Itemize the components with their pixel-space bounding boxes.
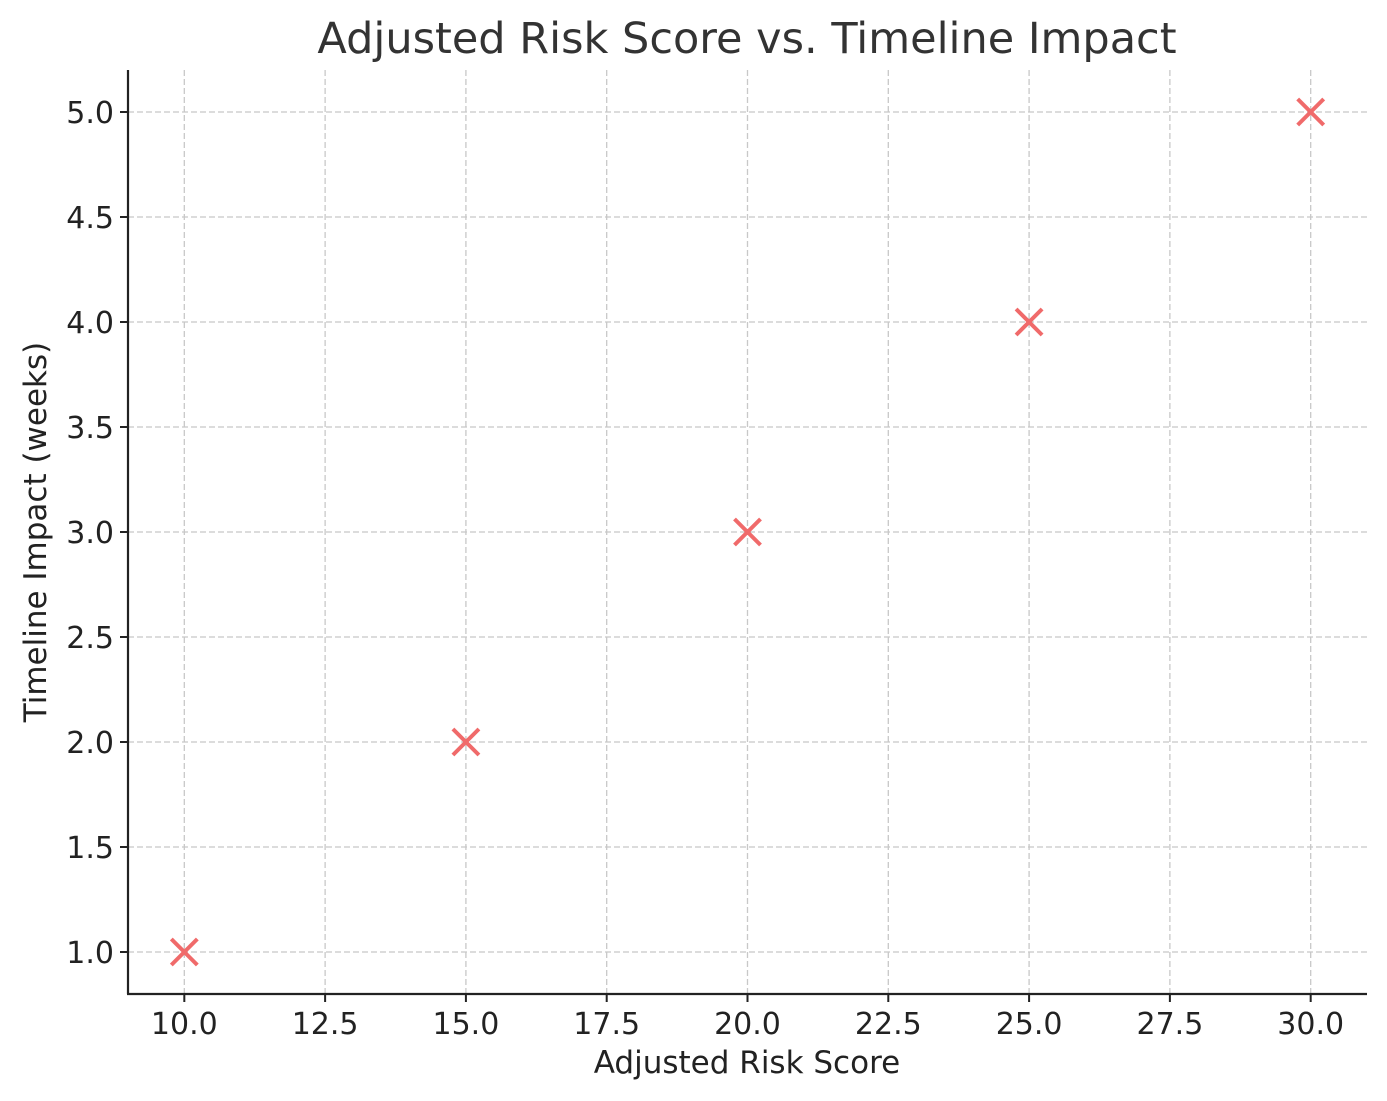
x-tick-label: 12.5	[292, 1007, 359, 1042]
x-tick-label: 22.5	[855, 1007, 922, 1042]
y-tick-label: 3.0	[66, 516, 114, 551]
y-tick-label: 1.5	[66, 831, 114, 866]
data-points	[169, 97, 1326, 967]
data-point	[1014, 307, 1044, 337]
x-axis-label: Adjusted Risk Score	[594, 1045, 900, 1081]
y-tick-label: 1.0	[66, 936, 114, 971]
y-ticks: 1.0 1.5 2.0 2.5 3.0 3.5 4.0 4.5 5.0	[66, 96, 128, 971]
data-point	[1296, 97, 1326, 127]
x-ticks: 10.0 12.5 15.0 17.5 20.0 22.5 25.0 27.5 30.0	[151, 994, 1344, 1042]
data-point	[733, 517, 762, 547]
data-point	[169, 937, 199, 967]
data-point	[451, 727, 481, 757]
x-tick-label: 10.0	[151, 1007, 218, 1042]
y-tick-label: 2.5	[66, 621, 114, 656]
x-tick-label: 17.5	[573, 1007, 640, 1042]
y-tick-label: 2.0	[66, 726, 114, 761]
y-tick-label: 4.0	[66, 306, 114, 341]
y-tick-label: 5.0	[66, 96, 114, 131]
y-tick-label: 3.5	[66, 411, 114, 446]
y-axis-label: Timeline Impact (weeks)	[18, 342, 54, 724]
y-tick-label: 4.5	[66, 201, 114, 236]
x-tick-label: 15.0	[433, 1007, 500, 1042]
x-tick-label: 25.0	[996, 1007, 1063, 1042]
x-tick-label: 27.5	[1136, 1007, 1203, 1042]
x-tick-label: 20.0	[714, 1007, 781, 1042]
chart-title: Adjusted Risk Score vs. Timeline Impact	[317, 14, 1176, 64]
x-tick-label: 30.0	[1277, 1007, 1344, 1042]
